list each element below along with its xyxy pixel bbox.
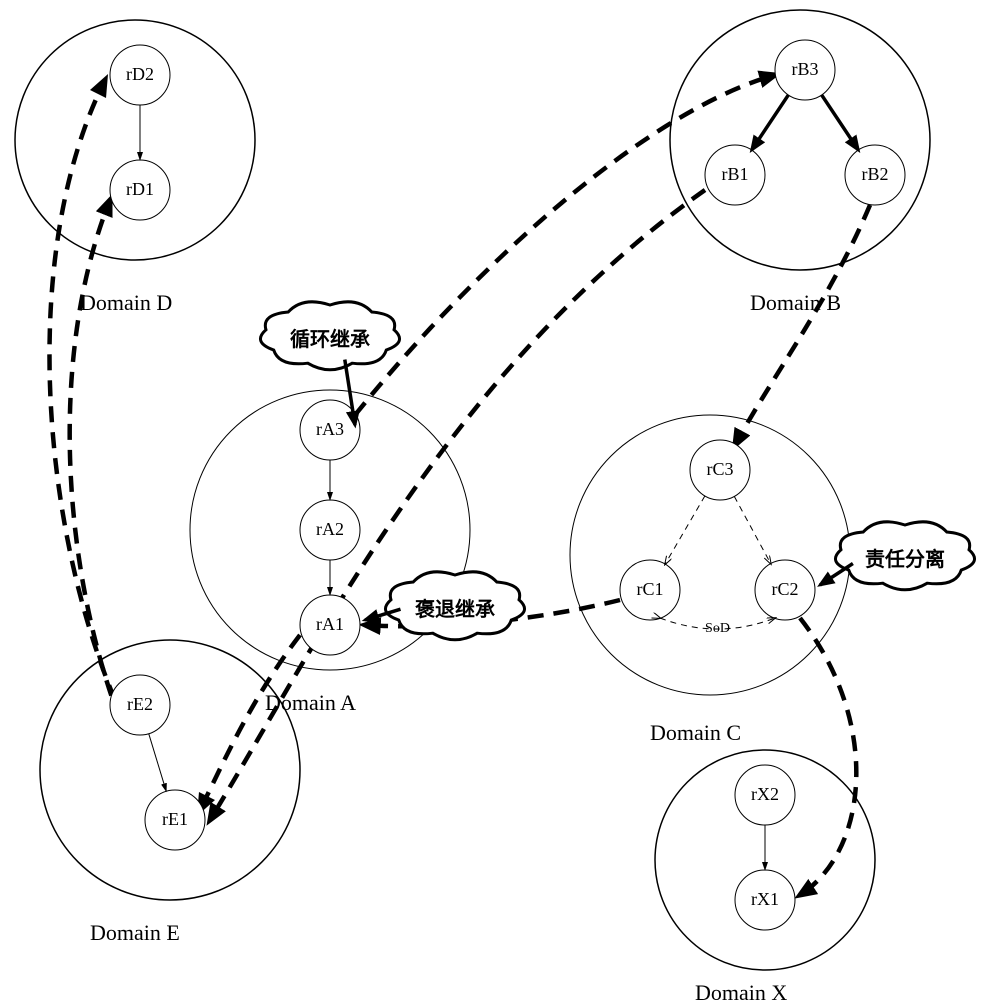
domain-label-D: Domain D (80, 290, 172, 316)
cross-edge-rE2-to-rD1 (70, 200, 120, 720)
sod-label: SoD (705, 621, 730, 636)
domain-label-X: Domain X (695, 980, 787, 1006)
cloud-label-degrade: 褒退继承 (400, 593, 510, 622)
cross-edge-rA3-to-rB3 (355, 75, 775, 415)
cloud-pointer-sod (820, 563, 853, 585)
node-label-rA3: rA3 (316, 419, 344, 439)
domain-label-C: Domain C (650, 720, 741, 746)
domain-label-A: Domain A (265, 690, 356, 716)
domain-D: rD2 rD1 (15, 20, 255, 260)
domain-circle-E (40, 640, 300, 900)
cross-edge-rE2-to-rD2 (49, 80, 115, 700)
node-label-rX2: rX2 (751, 784, 779, 804)
node-label-rE2: rE2 (127, 694, 153, 714)
domain-label-E: Domain E (90, 920, 180, 946)
edge-rB3-rB1 (752, 95, 789, 150)
node-label-rD1: rD1 (126, 179, 154, 199)
cloud-label-sod: 责任分离 (850, 543, 960, 572)
cross-edge-rA1-to-rE1 (200, 635, 300, 810)
node-label-rX1: rX1 (751, 889, 779, 909)
edge-rC3-rC1 (665, 496, 705, 564)
cloud-label-cyclic: 循环继承 (275, 323, 385, 352)
domain-C: rC3 rC1 rC2 SoD (570, 415, 850, 695)
node-label-rA1: rA1 (316, 614, 344, 634)
domain-X: rX2 rX1 (655, 750, 875, 970)
cross-edge-rB1-to-rE1 (210, 190, 705, 820)
node-label-rC3: rC3 (707, 459, 734, 479)
node-label-rB1: rB1 (722, 164, 749, 184)
diagram-container: rD2rD1rB3rB1rB2rA3rA2rA1rC3rC1rC2SoDrE2r… (0, 0, 1000, 991)
node-label-rE1: rE1 (162, 809, 188, 829)
node-label-rC2: rC2 (772, 579, 799, 599)
cross-edge-rB2-to-rC3 (735, 205, 870, 445)
domain-label-B: Domain B (750, 290, 841, 316)
node-label-rB2: rB2 (862, 164, 889, 184)
node-label-rC1: rC1 (637, 579, 664, 599)
node-label-rD2: rD2 (126, 64, 154, 84)
diagram-svg: rD2rD1rB3rB1rB2rA3rA2rA1rC3rC1rC2SoDrE2r… (0, 0, 1000, 991)
edge-rE2-rE1 (149, 734, 167, 792)
domain-B: rB3 rB1 rB2 (670, 10, 930, 270)
node-label-rA2: rA2 (316, 519, 344, 539)
edge-rC3-rC2 (734, 496, 770, 563)
domain-E: rE2 rE1 (40, 640, 300, 900)
edge-rB3-rB2 (822, 95, 859, 150)
node-label-rB3: rB3 (792, 59, 819, 79)
cross-edge-rC2-to-rX1 (800, 618, 856, 895)
